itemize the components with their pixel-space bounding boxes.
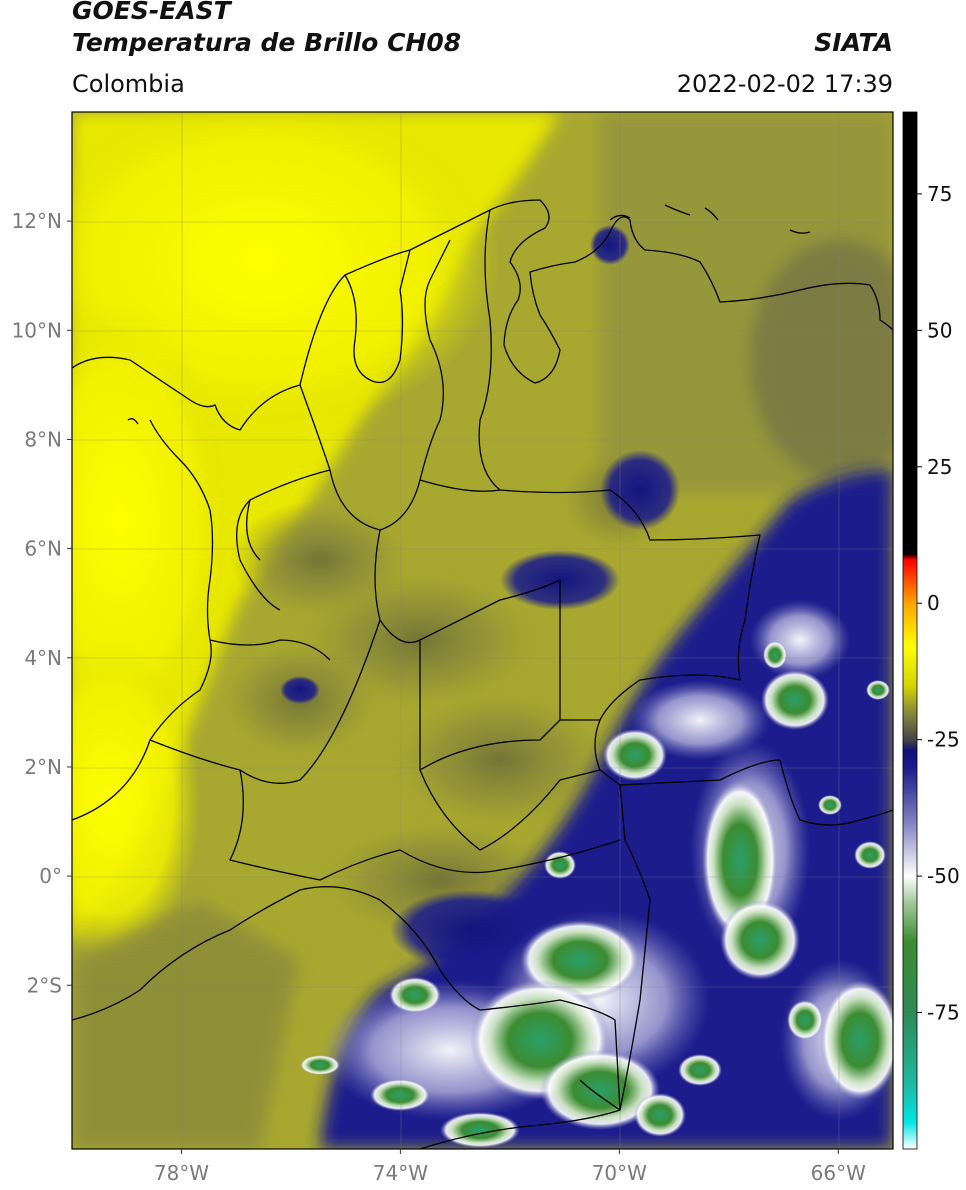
- lat-tick-label: 4°N: [24, 646, 62, 670]
- lon-tick-label: 74°W: [373, 1161, 428, 1185]
- colorbar-tick-label: -75: [927, 1001, 960, 1025]
- graticule: [72, 112, 893, 1149]
- colorbar-tick-label: 75: [927, 182, 952, 206]
- colorbar-tick-label: 25: [927, 455, 952, 479]
- lat-tick-label: 6°N: [24, 537, 62, 561]
- colorbar-tick-label: -50: [927, 864, 960, 888]
- lat-tick-label: 2°N: [24, 755, 62, 779]
- product-title: Temperatura de Brillo CH08: [72, 28, 462, 57]
- agency-label: SIATA: [814, 28, 893, 57]
- datetime-label: 2022-02-02 17:39: [676, 70, 893, 98]
- map-frame: [71, 111, 894, 1150]
- lon-tick-label: 66°W: [811, 1161, 866, 1185]
- satellite-title: GOES-EAST: [72, 0, 231, 25]
- colorbar-tick-label: 50: [927, 318, 952, 342]
- longitude-axis: 78°W 74°W 70°W 66°W: [154, 1149, 866, 1185]
- lat-tick-label: 12°N: [12, 209, 62, 233]
- colorbar: 75 50 25 0 -25 -50 -75: [902, 111, 960, 1150]
- lat-tick-label: 2°S: [27, 973, 62, 997]
- lon-tick-label: 78°W: [154, 1161, 209, 1185]
- coastlines-and-borders: [72, 199, 893, 1149]
- lat-tick-label: 10°N: [12, 318, 62, 342]
- latitude-axis: 12°N 10°N 8°N 6°N 4°N 2°N 0° 2°S: [12, 209, 72, 997]
- brightness-temperature-field: [72, 112, 893, 1149]
- lat-tick-label: 0°: [39, 864, 62, 888]
- lat-tick-label: 8°N: [24, 427, 62, 451]
- colorbar-tick-label: -25: [927, 728, 960, 752]
- lon-tick-label: 70°W: [592, 1161, 647, 1185]
- colorbar-ticks: 75 50 25 0 -25 -50 -75: [917, 182, 960, 1025]
- region-label: Colombia: [72, 70, 185, 98]
- colorbar-tick-label: 0: [927, 591, 940, 615]
